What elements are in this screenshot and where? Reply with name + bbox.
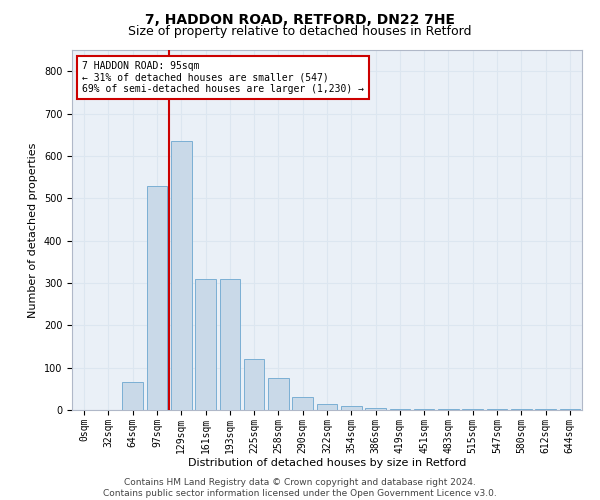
Bar <box>463 408 483 410</box>
Bar <box>146 186 167 410</box>
Text: 7, HADDON ROAD, RETFORD, DN22 7HE: 7, HADDON ROAD, RETFORD, DN22 7HE <box>145 12 455 26</box>
Bar <box>171 141 191 410</box>
Bar <box>414 408 434 410</box>
Bar <box>389 408 410 410</box>
Bar <box>511 408 532 410</box>
Y-axis label: Number of detached properties: Number of detached properties <box>28 142 38 318</box>
Bar <box>268 378 289 410</box>
Bar <box>220 278 240 410</box>
Bar <box>535 408 556 410</box>
Bar <box>560 408 580 410</box>
Bar <box>365 408 386 410</box>
Bar <box>195 278 216 410</box>
Bar <box>438 408 459 410</box>
Text: Size of property relative to detached houses in Retford: Size of property relative to detached ho… <box>128 25 472 38</box>
Text: 7 HADDON ROAD: 95sqm
← 31% of detached houses are smaller (547)
69% of semi-deta: 7 HADDON ROAD: 95sqm ← 31% of detached h… <box>82 61 364 94</box>
Bar <box>317 404 337 410</box>
Bar <box>244 359 265 410</box>
Text: Contains HM Land Registry data © Crown copyright and database right 2024.
Contai: Contains HM Land Registry data © Crown c… <box>103 478 497 498</box>
Bar <box>292 398 313 410</box>
X-axis label: Distribution of detached houses by size in Retford: Distribution of detached houses by size … <box>188 458 466 468</box>
Bar <box>487 408 508 410</box>
Bar <box>341 406 362 410</box>
Bar <box>122 382 143 410</box>
